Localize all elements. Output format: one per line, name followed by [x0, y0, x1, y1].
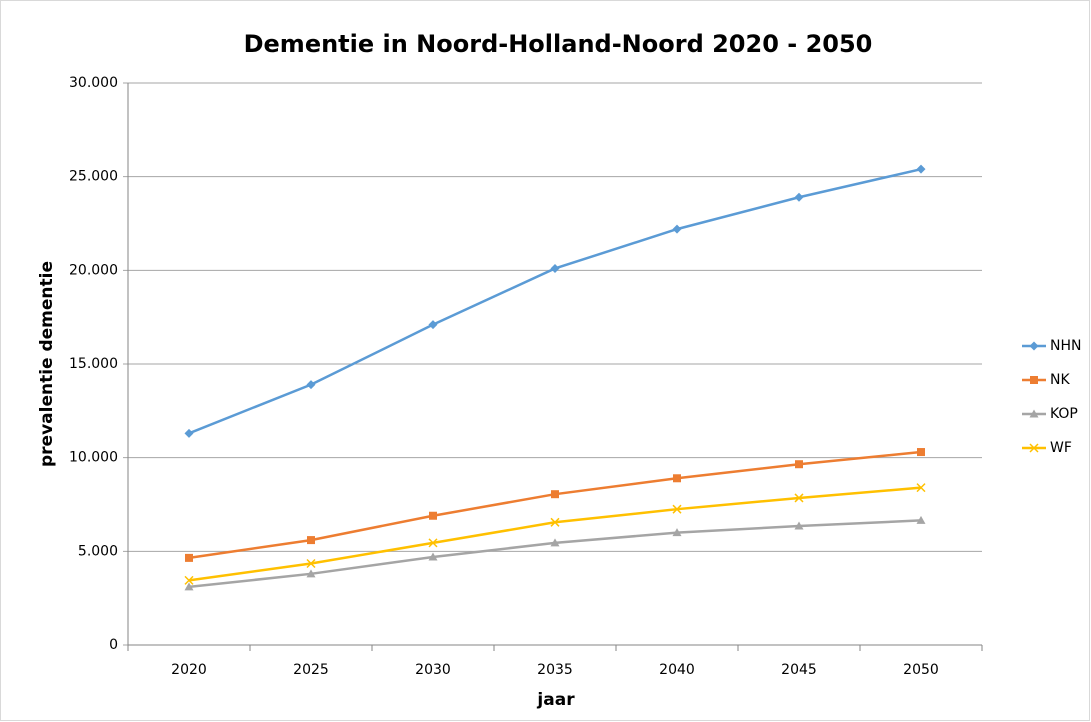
marker: [673, 474, 681, 483]
x-tick-label: 2020: [171, 662, 207, 678]
y-tick-label: 10.000: [69, 450, 118, 466]
marker: [672, 224, 682, 234]
marker: [672, 528, 682, 537]
marker: [184, 575, 194, 585]
legend-label: NK: [1050, 372, 1070, 388]
y-tick-label: 25.000: [69, 169, 118, 185]
x-axis-title: jaar: [536, 690, 575, 710]
marker: [794, 493, 804, 503]
marker: [916, 164, 926, 174]
marker: [550, 263, 560, 273]
x-tick-label: 2025: [293, 662, 329, 678]
marker: [306, 380, 316, 390]
marker: [794, 192, 804, 202]
y-tick-label: 20.000: [69, 262, 118, 278]
x-tick-label: 2030: [415, 662, 451, 678]
marker: [428, 538, 438, 548]
legend-marker: [1029, 341, 1039, 351]
marker: [672, 504, 682, 514]
legend-label: KOP: [1050, 406, 1078, 422]
y-tick-label: 30.000: [69, 75, 118, 91]
marker: [916, 483, 926, 493]
marker: [550, 538, 560, 547]
marker: [917, 448, 925, 457]
marker: [794, 521, 804, 530]
legend-marker: [1029, 443, 1039, 453]
legend-marker: [1030, 376, 1038, 384]
y-axis-title: prevalentie dementie: [37, 261, 57, 467]
marker: [550, 517, 560, 527]
x-tick-label: 2045: [781, 662, 817, 678]
marker: [428, 320, 438, 330]
marker: [916, 515, 926, 524]
marker: [551, 490, 559, 499]
x-tick-label: 2050: [903, 662, 939, 678]
marker: [184, 582, 194, 591]
marker: [184, 428, 194, 438]
marker: [307, 536, 315, 545]
marker: [795, 460, 803, 469]
y-tick-label: 0: [109, 637, 118, 653]
x-tick-label: 2035: [537, 662, 573, 678]
marker: [185, 553, 193, 562]
chart-title: Dementie in Noord-Holland-Noord 2020 - 2…: [244, 30, 873, 58]
marker: [428, 552, 438, 561]
legend-marker: [1029, 409, 1039, 418]
y-tick-label: 15.000: [69, 356, 118, 372]
marker: [306, 558, 316, 569]
marker: [306, 569, 316, 578]
legend-label: NHN: [1050, 338, 1081, 354]
x-tick-label: 2040: [659, 662, 695, 678]
legend-label: WF: [1050, 440, 1072, 456]
y-tick-label: 5.000: [78, 543, 118, 559]
marker: [429, 511, 437, 520]
